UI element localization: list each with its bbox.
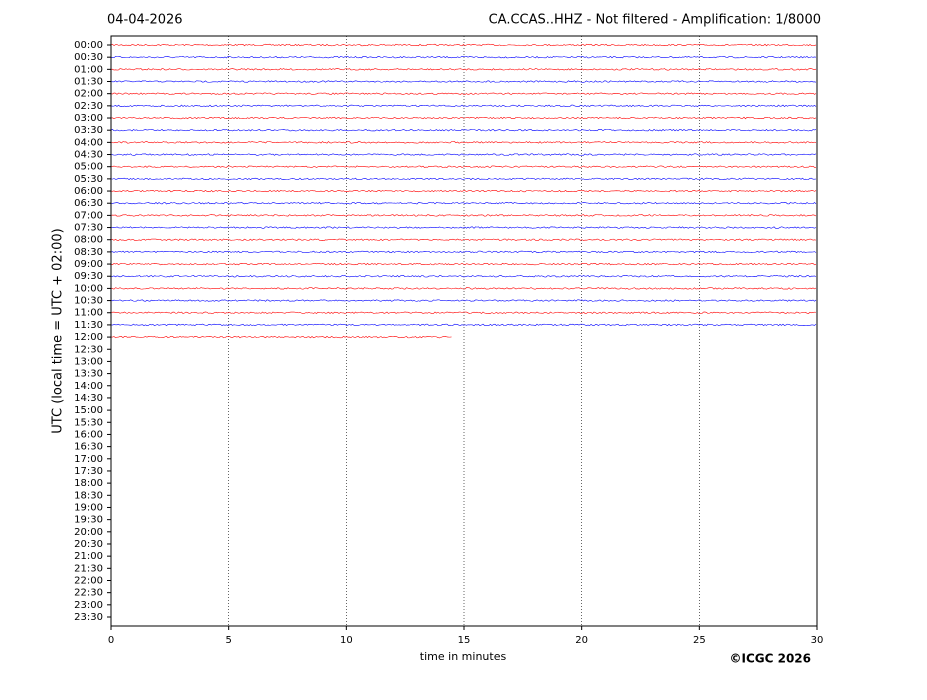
y-tick-label: 05:30	[74, 174, 103, 185]
x-axis-label: time in minutes	[420, 650, 507, 663]
y-tick-label: 14:30	[74, 393, 103, 404]
trace	[110, 68, 817, 71]
x-tick-label: 10	[340, 635, 353, 646]
y-tick-label: 15:00	[74, 405, 103, 416]
y-tick-label: 02:30	[74, 101, 103, 112]
y-tick-label: 12:30	[74, 344, 103, 355]
x-tick-label: 0	[108, 635, 114, 646]
y-tick-label: 06:00	[74, 186, 103, 197]
trace	[110, 238, 817, 241]
y-tick-label: 07:00	[74, 210, 103, 221]
y-tick-label: 00:30	[74, 52, 103, 63]
trace	[110, 165, 817, 168]
y-tick-label: 02:00	[74, 89, 103, 100]
y-tick-label: 17:30	[74, 466, 103, 477]
trace	[110, 214, 817, 217]
plot-frame	[110, 35, 818, 627]
y-tick-label: 04:00	[74, 137, 103, 148]
y-tick-label: 14:00	[74, 381, 103, 392]
x-tick-label: 15	[458, 635, 471, 646]
y-tick-label: 05:00	[74, 162, 103, 173]
trace	[110, 262, 817, 266]
trace	[110, 287, 817, 290]
date-title: 04-04-2026	[107, 13, 183, 28]
y-tick-label: 06:30	[74, 198, 103, 209]
y-tick-label: 15:30	[74, 417, 103, 428]
trace	[110, 141, 817, 144]
y-tick-label: 22:30	[74, 588, 103, 599]
y-axis-label: UTC (local time = UTC + 02:00)	[51, 228, 66, 433]
trace	[110, 299, 817, 302]
trace	[110, 92, 817, 95]
y-tick-label: 11:30	[74, 320, 103, 331]
trace	[110, 226, 817, 229]
copyright: ©ICGC 2026	[729, 652, 811, 666]
y-tick-label: 08:00	[74, 235, 103, 246]
trace	[110, 311, 817, 314]
y-tick-label: 19:30	[74, 515, 103, 526]
y-tick-label: 23:30	[74, 612, 103, 623]
trace	[110, 129, 817, 132]
y-tick-label: 13:00	[74, 356, 103, 367]
trace	[110, 116, 817, 120]
y-tick-label: 10:30	[74, 296, 103, 307]
trace	[110, 153, 817, 156]
y-tick-label: 16:00	[74, 429, 103, 440]
y-tick-label: 18:30	[74, 490, 103, 501]
y-tick-label: 04:30	[74, 150, 103, 161]
y-tick-label: 07:30	[74, 223, 103, 234]
y-tick-label: 10:00	[74, 283, 103, 294]
y-tick-label: 21:00	[74, 551, 103, 562]
y-tick-label: 03:00	[74, 113, 103, 124]
y-tick-label: 09:00	[74, 259, 103, 270]
y-tick-label: 12:00	[74, 332, 103, 343]
y-tick-label: 01:00	[74, 64, 103, 75]
x-tick-label: 5	[225, 635, 231, 646]
y-tick-label: 20:00	[74, 527, 103, 538]
trace	[110, 250, 817, 254]
y-tick-label: 00:00	[74, 40, 103, 51]
y-tick-label: 03:30	[74, 125, 103, 136]
trace	[110, 323, 817, 327]
trace	[110, 80, 817, 83]
y-tick-label: 19:00	[74, 502, 103, 513]
trace	[110, 189, 817, 193]
y-tick-label: 17:00	[74, 454, 103, 465]
trace	[110, 43, 817, 47]
trace	[110, 202, 817, 205]
x-tick-label: 30	[811, 635, 824, 646]
trace	[110, 177, 817, 181]
y-tick-label: 16:30	[74, 442, 103, 453]
trace	[110, 104, 817, 108]
y-tick-label: 11:00	[74, 308, 103, 319]
y-tick-label: 13:30	[74, 369, 103, 380]
y-tick-label: 18:00	[74, 478, 103, 489]
y-tick-label: 09:30	[74, 271, 103, 282]
y-tick-label: 22:00	[74, 575, 103, 586]
x-tick-label: 20	[575, 635, 588, 646]
chart-title: CA.CCAS..HHZ - Not filtered - Amplificat…	[489, 13, 821, 28]
y-tick-label: 08:30	[74, 247, 103, 258]
y-tick-label: 23:00	[74, 600, 103, 611]
y-tick-label: 21:30	[74, 563, 103, 574]
y-tick-label: 01:30	[74, 77, 103, 88]
trace	[110, 275, 817, 278]
trace	[110, 55, 817, 59]
trace	[110, 335, 452, 339]
x-tick-label: 25	[693, 635, 706, 646]
y-tick-label: 20:30	[74, 539, 103, 550]
